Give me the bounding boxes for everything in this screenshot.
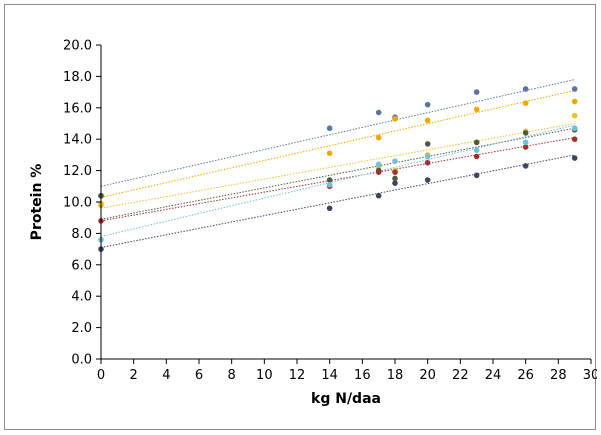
data-point-series-4 (326, 177, 333, 183)
scatter-chart: 0.0 2.0 4.0 6.0 8.0 10.0 12.0 14.0 16.0 18.0 2 0.0 … (29, 39, 597, 408)
y-tick-label: 14.0 (63, 133, 92, 148)
trendline-series-1 (100, 79, 575, 187)
data-point-series-1 (375, 109, 382, 116)
x-tick-label: 8 (228, 368, 236, 383)
y-tick-label: 2.0 (71, 321, 92, 336)
data-point-series-6 (392, 158, 398, 164)
data-point-series-5 (375, 169, 382, 175)
data-point-series-4 (392, 175, 398, 182)
data-point-series-2 (473, 106, 480, 113)
y-tick-label: 4.0 (71, 290, 92, 305)
data-point-series-5 (473, 153, 480, 160)
x-axis-title: kg N/daa (311, 391, 381, 407)
data-point-series-2 (571, 98, 578, 105)
data-point-series-7 (375, 192, 382, 199)
data-point-series-6 (375, 161, 382, 168)
data-point-series-1 (571, 86, 578, 92)
trendline-series-6 (100, 124, 575, 238)
x-tick-label: 20 (419, 368, 436, 383)
data-point-series-2 (375, 134, 382, 141)
x-tick-label: 30 (583, 368, 597, 383)
data-point-series-5 (571, 136, 578, 142)
y-axis-title: Protein % (29, 164, 45, 241)
y-tick-label: 12.0 (63, 164, 92, 179)
y-tick-label: 0.0 (71, 353, 92, 368)
data-point-series-2 (326, 150, 333, 157)
data-point-series-4 (522, 130, 529, 136)
y-tick-label: 6.0 (71, 258, 92, 273)
data-point-series-6 (473, 147, 480, 153)
data-point-series-7 (522, 163, 529, 169)
chart-area: 0.0 2.0 4.0 6.0 8.0 10.0 12.0 14.0 16.0 18.0 2 0.0 … (4, 4, 597, 430)
x-tick-label: 10 (256, 368, 273, 383)
x-tick-label: 24 (485, 368, 502, 383)
y-tick-label: 18.0 (63, 70, 92, 85)
data-point-series-6 (326, 181, 333, 188)
x-tick-label: 6 (195, 368, 203, 383)
y-tick-label: 8.0 (71, 227, 92, 242)
points-layer (98, 86, 578, 252)
y-tick-label: 10.0 (63, 196, 92, 211)
data-point-series-7 (392, 180, 398, 186)
data-point-series-1 (473, 89, 480, 95)
x-tick-label: 14 (321, 368, 338, 383)
data-point-series-2 (424, 117, 431, 124)
trendline-series-7 (100, 154, 575, 249)
data-point-series-1 (326, 125, 333, 132)
y-tick-label: 20.0 (63, 39, 92, 54)
data-point-series-3 (571, 112, 578, 119)
trendline-series-5 (100, 137, 575, 222)
x-tick-label: 16 (354, 368, 371, 383)
x-tick-label: 12 (289, 368, 306, 383)
trendline-layer (100, 79, 575, 249)
x-tick-label: 0 (97, 368, 105, 383)
data-point-series-6 (522, 139, 529, 146)
data-point-series-7 (424, 177, 431, 183)
data-point-series-7 (326, 205, 333, 212)
data-point-series-2 (392, 115, 398, 122)
x-tick-label: 4 (162, 368, 170, 383)
data-point-series-7 (473, 172, 480, 179)
data-point-series-1 (424, 101, 431, 108)
data-point-series-7 (571, 155, 578, 161)
data-point-series-1 (522, 86, 529, 92)
y-tick-labels: 0.0 2.0 4.0 6.0 8.0 10.0 12.0 14.0 16.0 18.0 20.0 (63, 39, 101, 368)
x-tick-label: 22 (452, 368, 469, 383)
data-point-series-5 (392, 169, 398, 175)
y-tick-label: 16.0 (63, 101, 92, 116)
x-tick-labels: 0 2 4 6 8 10 12 14 16 18 20 22 24 26 28 30 (97, 359, 597, 383)
x-tick-label: 26 (517, 368, 534, 383)
data-point-series-2 (522, 100, 529, 106)
data-point-series-5 (522, 144, 529, 150)
x-tick-label: 28 (550, 368, 567, 383)
x-tick-label: 18 (387, 368, 404, 383)
trendline-series-3 (100, 123, 575, 209)
data-point-series-6 (424, 153, 431, 160)
data-point-series-4 (424, 141, 431, 147)
trendline-series-4 (100, 127, 575, 220)
data-point-series-6 (571, 125, 578, 132)
data-point-series-4 (473, 139, 480, 146)
data-point-series-5 (424, 159, 431, 166)
x-tick-label: 2 (130, 368, 138, 383)
